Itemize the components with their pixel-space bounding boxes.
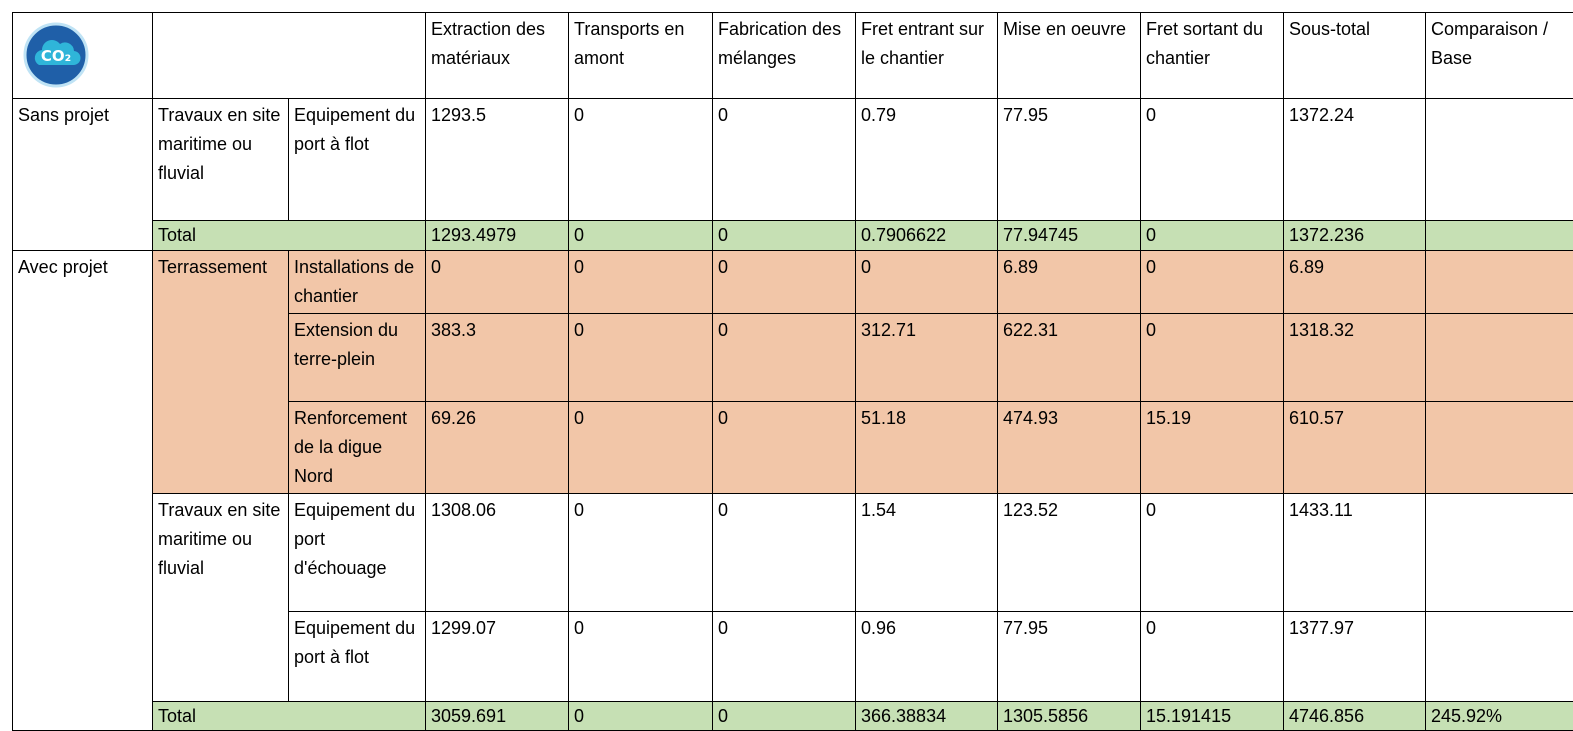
item-label: Equipement du port à flot [289,99,426,221]
group-label: Terrassement [153,251,289,494]
total-value: 1305.5856 [998,702,1141,731]
value-cell: 0 [713,494,856,612]
value-cell: 0 [1141,251,1284,314]
value-cell: 0 [856,251,998,314]
value-cell: 1.54 [856,494,998,612]
value-cell: 15.19 [1141,402,1284,494]
comparison-cell [1426,494,1573,612]
total-label: Total [153,221,426,251]
value-cell: 0 [1141,494,1284,612]
value-cell: 0 [713,402,856,494]
column-header: Fabrication des mélanges [713,13,856,99]
value-cell: 123.52 [998,494,1141,612]
value-cell: 0 [1141,99,1284,221]
co2-icon: CO₂ [21,19,91,89]
item-label: Equipement du port à flot [289,612,426,702]
total-label: Total [153,702,426,731]
value-cell: 6.89 [998,251,1141,314]
value-cell: 474.93 [998,402,1141,494]
total-value: 0 [1141,221,1284,251]
value-cell: 0 [1141,612,1284,702]
column-header: Fret entrant sur le chantier [856,13,998,99]
section-label: Avec projet [13,251,153,731]
total-comparison [1426,221,1573,251]
comparison-cell [1426,251,1573,314]
value-cell: 1299.07 [426,612,569,702]
total-value: 1293.4979 [426,221,569,251]
value-cell: 0 [1141,314,1284,402]
column-header: Extraction des matériaux [426,13,569,99]
total-value: 15.191415 [1141,702,1284,731]
column-header: Mise en oeuvre [998,13,1141,99]
value-cell: 0 [713,99,856,221]
total-value: 0 [713,702,856,731]
value-cell: 1308.06 [426,494,569,612]
value-cell: 1377.97 [1284,612,1426,702]
group-label: Travaux en site maritime ou fluvial [153,99,289,221]
value-cell: 0 [713,251,856,314]
value-cell: 77.95 [998,99,1141,221]
item-label: Extension du terre-plein [289,314,426,402]
value-cell: 1433.11 [1284,494,1426,612]
comparison-cell [1426,314,1573,402]
value-cell: 0 [569,612,713,702]
item-label: Installations de chantier [289,251,426,314]
group-label: Travaux en site maritime ou fluvial [153,494,289,702]
value-cell: 1318.32 [1284,314,1426,402]
value-cell: 610.57 [1284,402,1426,494]
value-cell: 0 [713,612,856,702]
column-header: Fret sortant du chantier [1141,13,1284,99]
value-cell: 77.95 [998,612,1141,702]
item-label: Equipement du port d'échouage [289,494,426,612]
total-value: 3059.691 [426,702,569,731]
comparison-cell [1426,402,1573,494]
icon-label: CO₂ [41,47,71,65]
value-cell: 0 [569,314,713,402]
value-cell: 0.79 [856,99,998,221]
column-header: Sous-total [1284,13,1426,99]
item-label: Renforcement de la digue Nord [289,402,426,494]
total-value: 4746.856 [1284,702,1426,731]
total-value: 366.38834 [856,702,998,731]
value-cell: 0 [569,494,713,612]
total-comparison: 245.92% [1426,702,1573,731]
icon-cell: CO₂ [13,13,153,99]
value-cell: 6.89 [1284,251,1426,314]
comparison-cell [1426,612,1573,702]
value-cell: 0 [569,402,713,494]
value-cell: 1372.24 [1284,99,1426,221]
value-cell: 0 [426,251,569,314]
value-cell: 0 [569,251,713,314]
total-value: 1372.236 [1284,221,1426,251]
total-value: 77.94745 [998,221,1141,251]
section-label: Sans projet [13,99,153,251]
value-cell: 69.26 [426,402,569,494]
total-value: 0.7906622 [856,221,998,251]
value-cell: 383.3 [426,314,569,402]
value-cell: 0 [713,314,856,402]
empty-header-cell [153,13,426,99]
value-cell: 51.18 [856,402,998,494]
value-cell: 0.96 [856,612,998,702]
comparison-cell [1426,99,1573,221]
total-value: 0 [569,221,713,251]
value-cell: 312.71 [856,314,998,402]
value-cell: 622.31 [998,314,1141,402]
column-header: Comparaison / Base [1426,13,1573,99]
column-header: Transports en amont [569,13,713,99]
value-cell: 0 [569,99,713,221]
value-cell: 1293.5 [426,99,569,221]
total-value: 0 [713,221,856,251]
total-value: 0 [569,702,713,731]
